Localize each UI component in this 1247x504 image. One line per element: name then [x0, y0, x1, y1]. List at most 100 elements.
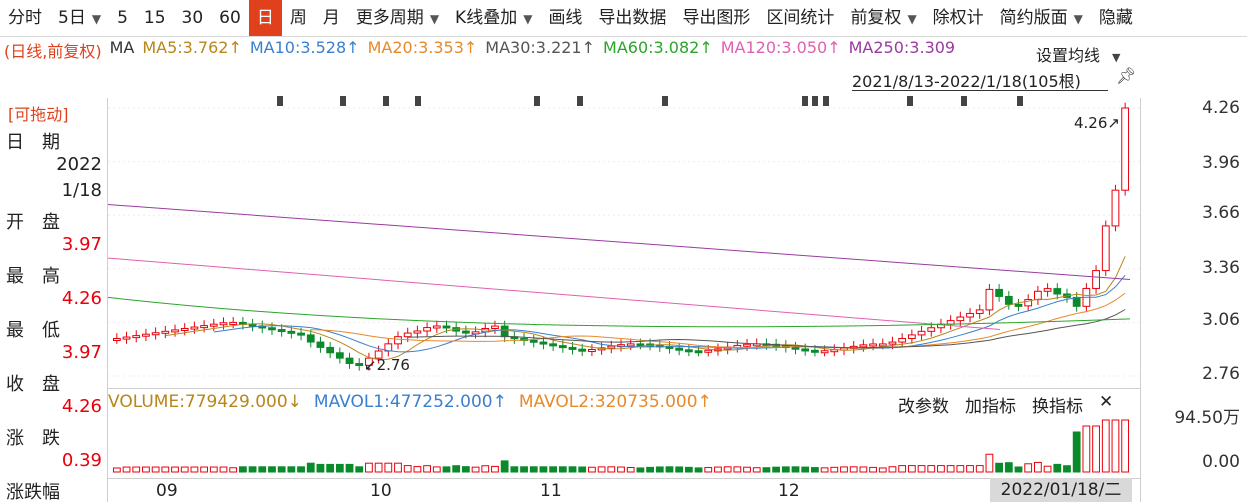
- period-tab-7[interactable]: 周: [282, 0, 315, 36]
- info-row: 最 低: [6, 316, 104, 342]
- chevron-down-icon: ▼: [907, 12, 917, 26]
- candle-body: [1043, 288, 1052, 292]
- volume-bar: [190, 466, 199, 473]
- volume-bar: [636, 467, 645, 473]
- candle-body: [956, 316, 965, 322]
- volume-tick: 0.00: [1202, 452, 1240, 472]
- volume-bar: [142, 466, 150, 473]
- info-label: 最 高: [6, 266, 60, 287]
- volume-bar: [1043, 465, 1052, 473]
- price-tick: 3.96: [1202, 153, 1240, 173]
- period-tab-0[interactable]: 分时: [0, 0, 50, 36]
- candle-body: [927, 327, 936, 332]
- volume-bar: [995, 462, 1004, 473]
- close-icon[interactable]: ✕: [1099, 392, 1114, 412]
- volume-bar: [1101, 419, 1110, 473]
- period-tab-3[interactable]: 15: [136, 0, 174, 36]
- period-tab-11[interactable]: 画线: [540, 0, 590, 36]
- ma250-value: MA250:3.309: [848, 38, 956, 57]
- volume-bar: [578, 466, 587, 473]
- period-tab-10[interactable]: K线叠加 ▼: [447, 0, 540, 36]
- period-tab-1[interactable]: 5日 ▼: [50, 0, 109, 36]
- drag-handle[interactable]: [可拖动]: [8, 105, 69, 124]
- add-indicator-button[interactable]: 加指标: [965, 397, 1016, 417]
- period-tab-8[interactable]: 月: [315, 0, 348, 36]
- candle-body: [859, 344, 868, 348]
- period-tab-label: 周: [289, 8, 307, 28]
- ma30-line: [407, 309, 1126, 349]
- period-tab-12[interactable]: 导出数据: [590, 0, 674, 36]
- period-tab-label: 除权计: [932, 8, 984, 28]
- volume-bar: [694, 467, 703, 473]
- pin-icon[interactable]: 📌︎: [1116, 66, 1137, 85]
- period-tab-label: 导出图形: [682, 8, 751, 28]
- low-price-label: ↙2.76: [364, 356, 410, 374]
- candle-body: [180, 327, 189, 331]
- volume-bar: [1024, 463, 1033, 473]
- period-tab-15[interactable]: 前复权 ▼: [842, 0, 924, 36]
- period-tab-label: 前复权: [850, 8, 902, 28]
- volume-bar: [869, 466, 877, 473]
- period-tab-18[interactable]: 隐藏: [1091, 0, 1141, 36]
- candle-body: [287, 330, 296, 334]
- volume-bar: [1063, 465, 1071, 473]
- period-tab-4[interactable]: 30: [174, 0, 212, 36]
- candle-body: [326, 346, 335, 354]
- volume-bar: [617, 466, 625, 473]
- ma60-value: MA60:3.082↑: [603, 38, 713, 57]
- event-marker-icon: [383, 96, 389, 106]
- candle-body: [985, 288, 994, 311]
- volume-bar: [646, 466, 654, 473]
- candle-body: [549, 343, 558, 347]
- ma20-line: [310, 292, 1126, 349]
- candle-body: [316, 341, 325, 348]
- period-tab-13[interactable]: 导出图形: [674, 0, 758, 36]
- ma-settings-button[interactable]: 设置均线 ▼: [1032, 42, 1121, 66]
- volume-bar: [956, 465, 965, 473]
- period-tab-label: 导出数据: [598, 8, 667, 28]
- volume-bar: [975, 465, 984, 473]
- candle-body: [820, 350, 829, 354]
- event-marker-icon: [415, 96, 421, 106]
- candle-body: [811, 349, 819, 353]
- period-tab-6[interactable]: 日: [248, 0, 282, 36]
- info-panel: [可拖动] 日 期 2022 1/18 开 盘 3.97 最 高 4.26 最 低 3.97 收 …: [0, 98, 108, 503]
- candle-body: [558, 345, 567, 349]
- candle-body: [209, 323, 218, 327]
- candle-body: [995, 288, 1004, 297]
- candle-body: [268, 327, 276, 331]
- period-tab-9[interactable]: 更多周期 ▼: [348, 0, 447, 36]
- period-tab-5[interactable]: 60: [211, 0, 249, 36]
- volume-bar: [626, 466, 635, 473]
- info-value: 0.39: [61, 450, 102, 471]
- price-tick: 3.36: [1202, 258, 1240, 278]
- price-axis: 4.26 3.96 3.66 3.36 3.06 2.76 94.50万 0.00: [1140, 98, 1247, 502]
- period-tab-17[interactable]: 简约版面 ▼: [992, 0, 1091, 36]
- volume-bar: [394, 462, 402, 473]
- ma5-value: MA5:3.762↑: [142, 38, 242, 57]
- period-tab-16[interactable]: 除权计: [925, 0, 992, 36]
- panel-divider: [108, 388, 1140, 389]
- volume-bar: [597, 466, 606, 473]
- ma120-line: [107, 257, 1001, 331]
- volume-bar: [345, 463, 354, 473]
- volume-bar: [888, 466, 897, 473]
- switch-indicator-button[interactable]: 换指标: [1032, 397, 1083, 417]
- volume-bar: [171, 466, 179, 473]
- period-tab-label: 15: [143, 8, 166, 28]
- volume-bar: [1004, 462, 1013, 473]
- candle-body: [1111, 189, 1120, 227]
- period-tab-2[interactable]: 5: [109, 0, 136, 36]
- candle-body: [539, 341, 548, 345]
- info-label: 涨 跌: [6, 428, 60, 449]
- info-row: 收 盘: [6, 370, 104, 396]
- volume-bar: [539, 466, 548, 473]
- volume-bar: [878, 467, 887, 473]
- volume-bar: [830, 466, 839, 473]
- edit-params-button[interactable]: 改参数: [898, 397, 949, 417]
- period-tab-14[interactable]: 区间统计: [758, 0, 842, 36]
- volume-bar: [704, 467, 713, 473]
- volume-bar: [743, 466, 751, 473]
- ma60-line: [107, 296, 1131, 328]
